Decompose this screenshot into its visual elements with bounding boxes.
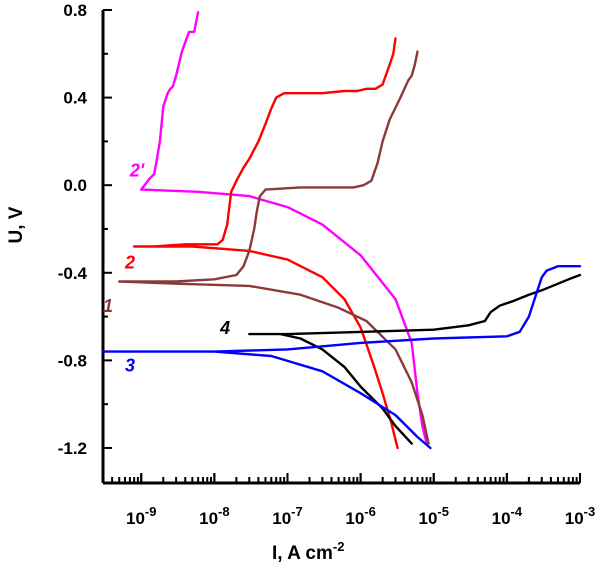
y-axis-title: U, V: [6, 206, 27, 243]
axes: 0.8 0.4 0.0 -0.4 -0.8 -1.2 10-9 10-8 10-7 10-6 10-…: [58, 1, 596, 528]
x-tick-label: 10-9: [126, 504, 156, 528]
y-tick-label: -0.8: [58, 351, 87, 370]
series-label: 4: [219, 318, 230, 338]
y-tick-label: 0.8: [63, 1, 87, 20]
series-line: [248, 273, 582, 445]
x-tick-label: 10-4: [492, 504, 523, 528]
x-tick-label: 10-7: [272, 504, 302, 528]
x-tick-label: 10-3: [565, 504, 595, 528]
series-label: 3: [125, 355, 135, 375]
series-label: 2': [129, 160, 145, 180]
y-tick-label: -1.2: [58, 439, 87, 458]
series-label: 1: [103, 296, 113, 316]
x-axis-title: I, A cm-2: [272, 539, 344, 564]
series-line: [140, 11, 428, 445]
series-label: 2: [124, 252, 135, 272]
x-tick-label: 10-5: [419, 504, 449, 528]
y-tick-label: 0.4: [63, 89, 87, 108]
y-tick-label: 0.0: [63, 176, 87, 195]
curve-labels: 2' 2 1 4 3: [103, 160, 230, 375]
x-axis-title-main: I, A cm: [272, 543, 333, 564]
y-tick-label: -0.4: [58, 264, 88, 283]
series-line: [132, 37, 399, 450]
series-line: [101, 265, 582, 450]
curves: [101, 11, 582, 450]
series-line: [118, 50, 430, 445]
x-axis-title-sup: -2: [333, 539, 345, 554]
x-tick-label: 10-8: [199, 504, 229, 528]
x-tick-label: 10-6: [345, 504, 375, 528]
